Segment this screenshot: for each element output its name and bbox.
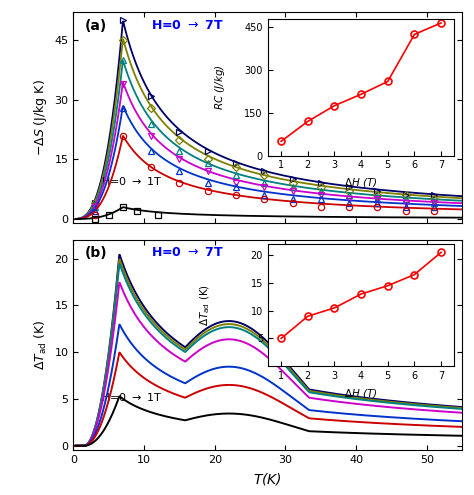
Text: H=0 $\rightarrow$ 1T: H=0 $\rightarrow$ 1T xyxy=(100,175,162,187)
Y-axis label: $\Delta T_{\mathrm{ad}}$ (K): $\Delta T_{\mathrm{ad}}$ (K) xyxy=(33,320,49,370)
Text: (b): (b) xyxy=(85,246,108,260)
Text: H=0 $\rightarrow$ 1T: H=0 $\rightarrow$ 1T xyxy=(100,392,162,403)
Text: H=0 $\rightarrow$ 7T: H=0 $\rightarrow$ 7T xyxy=(151,246,224,259)
Y-axis label: $-\Delta S$ (J/kg K): $-\Delta S$ (J/kg K) xyxy=(32,79,49,156)
X-axis label: $T$(K): $T$(K) xyxy=(253,471,283,487)
Text: H=0 $\rightarrow$ 7T: H=0 $\rightarrow$ 7T xyxy=(151,19,224,32)
Text: (a): (a) xyxy=(85,19,108,33)
